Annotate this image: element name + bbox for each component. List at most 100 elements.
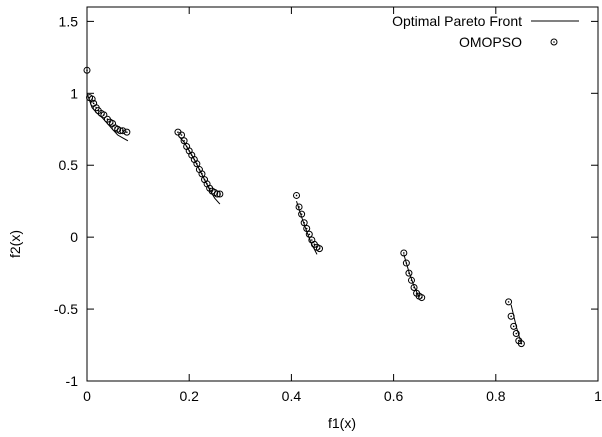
omopso-point-dot [198, 168, 201, 171]
omopso-point [407, 276, 415, 284]
omopso-point-dot [298, 206, 300, 208]
x-tick-label: 0.2 [179, 388, 199, 404]
omopso-point-ring [418, 294, 426, 302]
omopso-point [405, 269, 413, 277]
legend: Optimal Pareto Front OMOPSO [392, 13, 579, 50]
omopso-point [88, 95, 96, 103]
x-tick-label: 0.4 [282, 388, 302, 404]
omopso-point-ring [293, 191, 301, 199]
omopso-point-dot [300, 213, 303, 215]
omopso-point-ring [400, 249, 408, 257]
omopso-point-ring [119, 127, 127, 135]
omopso-point-dot [91, 98, 93, 100]
omopso-point [410, 284, 418, 291]
omopso-point-dot [512, 325, 515, 328]
omopso-point-ring [510, 322, 518, 330]
legend-marker-omopso-dot [553, 41, 555, 43]
optimal-pareto-front-lines [86, 93, 522, 344]
omopso-point [295, 203, 303, 211]
omopso-point-dot [515, 332, 518, 335]
y-tick-label: -0.5 [54, 301, 78, 317]
omopso-point [293, 191, 301, 199]
omopso-point-dot [507, 301, 510, 303]
omopso-point [402, 259, 410, 267]
omopso-point-ring [505, 298, 513, 306]
omopso-point-dot [408, 272, 410, 274]
omopso-point-ring [180, 137, 188, 145]
omopso-point-ring [298, 210, 306, 218]
omopso-point-ring [300, 219, 308, 227]
omopso-point-ring [402, 259, 410, 267]
omopso-point-dot [183, 139, 185, 142]
omopso-point-ring [178, 131, 186, 139]
omopso-point-ring [316, 245, 324, 253]
omopso-point-ring [305, 230, 313, 238]
omopso-point-dot [111, 122, 114, 125]
omopso-point-dot [219, 193, 221, 195]
omopso-point-dot [190, 154, 193, 156]
omopso-point-dot [177, 131, 179, 133]
plot-frame [86, 6, 599, 382]
omopso-point-dot [295, 194, 298, 197]
legend-label-front: Optimal Pareto Front [392, 13, 522, 29]
omopso-point-dot [201, 173, 203, 175]
omopso-point-dot [308, 233, 311, 236]
omopso-point-ring [193, 160, 201, 168]
omopso-point [512, 330, 520, 338]
omopso-points [83, 66, 525, 348]
omopso-point [305, 230, 313, 238]
omopso-point-ring [198, 170, 206, 178]
omopso-point-dot [193, 158, 196, 161]
y-tick-label: -1 [66, 373, 79, 389]
omopso-point-ring [123, 128, 131, 136]
omopso-point [198, 170, 206, 178]
omopso-point-dot [318, 247, 321, 250]
omopso-point [100, 111, 108, 119]
omopso-point-dot [97, 109, 100, 112]
legend-marker-omopso [550, 38, 558, 46]
legend-label-omopso: OMOPSO [459, 34, 522, 50]
omopso-point [216, 190, 224, 198]
omopso-point [300, 219, 308, 227]
omopso-point [180, 137, 188, 145]
omopso-point-dot [188, 150, 190, 152]
omopso-point-ring [410, 284, 418, 291]
omopso-point-ring [295, 203, 303, 211]
y-tick-label: 0.5 [59, 157, 79, 173]
omopso-point [316, 245, 324, 253]
omopso-point-dot [303, 221, 305, 224]
omopso-point-dot [510, 315, 512, 318]
omopso-point-ring [100, 111, 108, 119]
x-tick-label: 0.6 [384, 388, 404, 404]
x-axis-label: f1(x) [328, 415, 356, 431]
omopso-point-dot [121, 129, 124, 132]
y-tick-label: 1.5 [59, 13, 79, 29]
omopso-point-dot [206, 183, 208, 185]
omopso-point-ring [83, 66, 91, 74]
omopso-point-dot [420, 296, 423, 299]
omopso-point [510, 322, 518, 330]
omopso-point-ring [517, 340, 525, 348]
omopso-point-dot [196, 162, 198, 165]
omopso-point-ring [216, 190, 224, 198]
omopso-point [418, 294, 426, 302]
omopso-point-dot [410, 279, 413, 282]
omopso-point [303, 225, 311, 233]
omopso-point-ring [303, 225, 311, 233]
omopso-point-dot [311, 239, 313, 241]
omopso-point-dot [520, 342, 523, 345]
omopso-point-dot [413, 286, 415, 289]
omopso-point-dot [92, 102, 95, 105]
omopso-point-dot [103, 114, 105, 116]
y-axis-label: f2(x) [7, 230, 23, 258]
y-tick-label: 1 [70, 85, 78, 101]
omopso-point [178, 131, 186, 139]
omopso-point-dot [305, 227, 308, 230]
omopso-point-ring [407, 276, 415, 284]
y-tick-label: 0 [70, 229, 78, 245]
omopso-point [505, 298, 513, 306]
omopso-point-dot [405, 262, 408, 264]
x-tick-label: 1 [594, 388, 602, 404]
omopso-point-ring [88, 95, 96, 103]
